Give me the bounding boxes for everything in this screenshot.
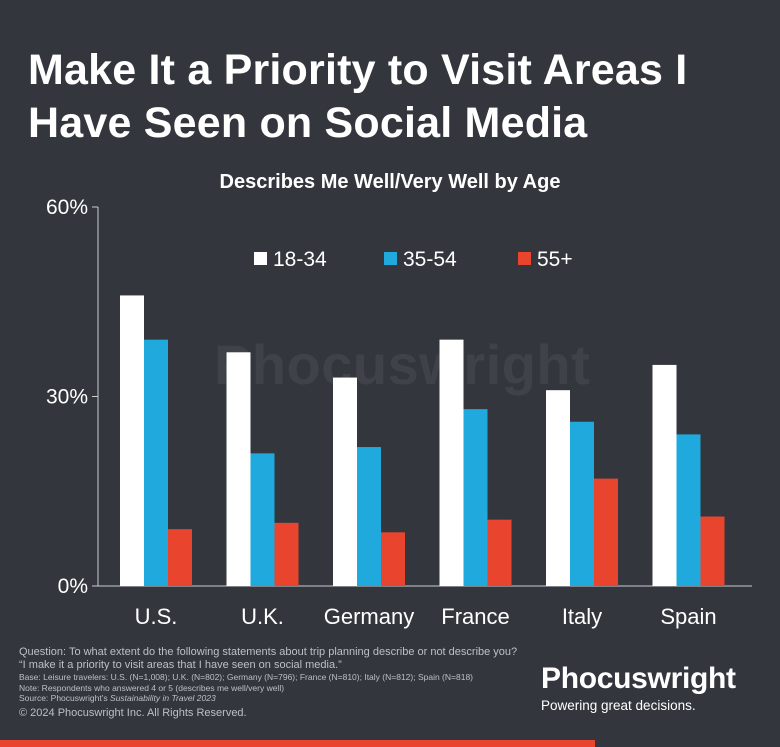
bar-55-us — [168, 529, 192, 586]
legend-label: 55+ — [537, 248, 573, 271]
x-tick-label: Germany — [324, 604, 414, 629]
legend-swatch — [518, 252, 531, 265]
y-tick-label: 30% — [46, 386, 88, 409]
brand-name: Phocuswright — [541, 662, 736, 695]
y-tick-label: 60% — [46, 196, 88, 219]
bar-3554-france — [463, 409, 488, 586]
bar-3554-germany — [357, 447, 381, 586]
bar-3554-us — [144, 339, 168, 586]
bar-1834-france — [439, 339, 464, 586]
x-tick-label: U.K. — [241, 604, 284, 629]
footnote-source-title: Sustainability in Travel 2023 — [110, 693, 216, 703]
brand-logo: Phocuswright Powering great decisions. — [541, 662, 771, 714]
bar-3554-spain — [676, 434, 701, 586]
bar-1834-germany — [333, 377, 357, 586]
bar-1834-us — [120, 295, 144, 586]
bar-1834-italy — [546, 390, 570, 586]
footnote-copyright: © 2024 Phocuswright Inc. All Rights Rese… — [19, 706, 247, 719]
footnote-source-prefix: Source: Phocuswright’s — [19, 693, 111, 703]
legend-swatch — [254, 252, 267, 265]
bar-55-spain — [700, 516, 725, 586]
footnote-statement: “I make it a priority to visit areas tha… — [19, 659, 342, 671]
footnote-base: Base: Leisure travelers: U.S. (N=1,008);… — [19, 672, 473, 682]
legend-swatch — [384, 252, 397, 265]
footnote-note: Note: Respondents who answered 4 or 5 (d… — [19, 682, 285, 693]
bar-1834-uk — [226, 352, 251, 586]
x-tick-label: France — [441, 604, 509, 629]
bottom-accent-bar — [0, 740, 595, 747]
bar-55-germany — [381, 532, 405, 586]
brand-tagline: Powering great decisions. — [541, 698, 696, 713]
x-tick-label: U.S. — [135, 604, 178, 629]
page-title: Make It a Priority to Visit Areas I Have… — [28, 46, 688, 147]
bar-55-uk — [274, 522, 299, 586]
bar-55-italy — [594, 478, 618, 586]
bar-3554-uk — [250, 453, 275, 586]
bar-1834-spain — [652, 364, 677, 586]
chart-title: Describes Me Well/Very Well by Age — [219, 171, 561, 193]
footnotes: Question: To what extent do the followin… — [19, 646, 559, 720]
watermark: Phocuswright — [214, 333, 591, 396]
bar-3554-italy — [570, 421, 594, 586]
legend-label: 35-54 — [403, 248, 457, 271]
legend-label: 18-34 — [273, 248, 327, 271]
y-tick-label: 0% — [58, 575, 88, 598]
x-tick-label: Spain — [660, 604, 716, 629]
bar-55-france — [487, 519, 512, 586]
footnote-source: Source: Phocuswright’s Sustainability in… — [19, 693, 559, 704]
bar-chart: 60% 30% 0% U.S. U.K. Germany France Italy Spain 1… — [46, 196, 752, 629]
footnote-question: Question: To what extent do the followin… — [19, 646, 518, 658]
x-tick-label: Italy — [562, 604, 602, 629]
